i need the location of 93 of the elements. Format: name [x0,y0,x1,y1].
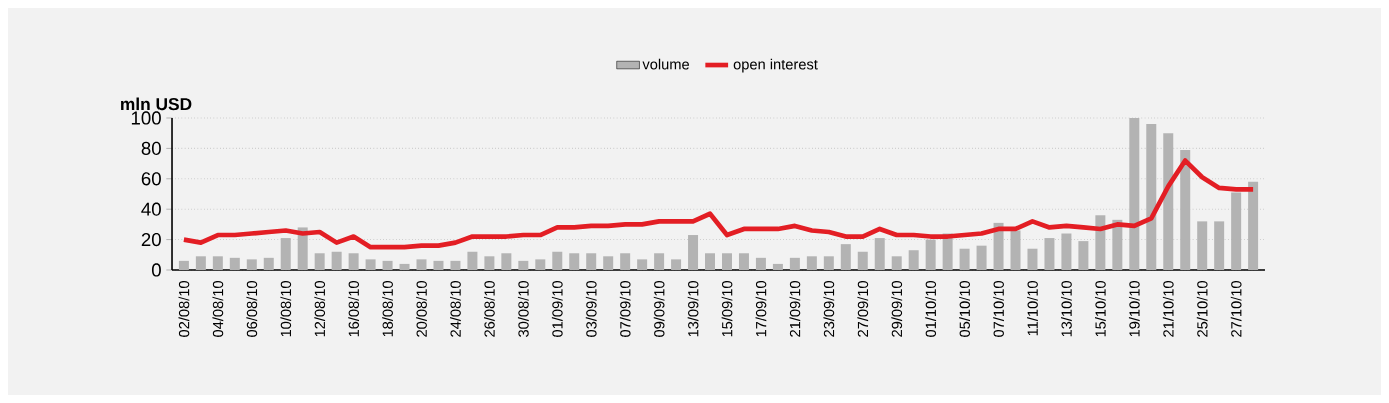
x-tick-label: 25/10/10 [1196,280,1208,337]
x-tick-label: 04/08/10 [212,280,224,337]
x-tick-label: 05/10/10 [959,280,970,337]
x-tick-label: 07/09/10 [619,280,631,337]
bar [738,253,749,270]
bar [450,260,461,270]
x-tick-label: 10/08/10 [280,280,292,337]
y-tick-label: 80 [141,141,161,156]
bar [365,259,376,270]
bar [772,263,783,270]
x-tick-label: 20/08/10 [416,280,427,337]
bar [501,253,512,270]
legend-label: open interest [733,58,818,73]
bar [1248,181,1259,270]
bar [688,235,699,270]
bar [229,257,240,270]
bar [705,253,716,270]
bar [246,259,257,270]
x-tick-label: 12/08/10 [314,280,326,337]
x-tick-label: 19/10/10 [1128,280,1140,337]
bar [755,257,766,270]
bar [823,256,834,270]
bar [1095,215,1106,270]
bar [976,245,987,270]
bar [518,260,529,270]
bar [212,256,223,270]
bar [382,260,393,270]
bar [874,238,885,270]
x-tick-label: 23/09/10 [823,280,835,337]
x-tick-label: 30/08/10 [517,280,529,337]
x-tick-label: 11/10/10 [1027,280,1038,336]
x-tick-label: 06/08/10 [246,280,258,337]
bar [416,259,427,270]
bar [552,251,563,270]
bar [637,259,648,270]
bar [314,253,325,270]
x-tick-label: 15/10/10 [1094,280,1106,337]
x-tick-label: 13/10/10 [1061,280,1072,337]
bar [671,259,682,270]
bar [1163,133,1174,270]
y-axis-title: mln USD [121,97,192,111]
x-tick-label: 15/09/10 [721,280,733,337]
x-tick-label: 02/08/10 [178,280,190,337]
bar [806,256,817,270]
bar [467,251,478,270]
bar [280,238,291,270]
bar [620,253,631,270]
bar [721,253,732,270]
bar [433,260,444,270]
x-tick-label: 17/09/10 [755,280,767,337]
x-tick-label: 24/08/10 [450,280,461,337]
bar [959,248,970,270]
x-tick-label: 21/10/10 [1162,280,1174,337]
bar [263,257,274,270]
y-tick-label: 0 [151,263,161,277]
bar [857,251,868,270]
bar [789,257,800,270]
x-tick-label: 29/09/10 [891,280,903,337]
y-tick-label: 40 [141,202,161,216]
bar [484,256,495,270]
x-tick-label: 07/10/10 [993,280,1004,337]
bar [1010,230,1021,270]
x-tick-label: 01/09/10 [551,280,563,337]
y-tick-label: 60 [141,172,161,186]
x-tick-label: 18/08/10 [382,280,393,337]
bar [348,253,359,270]
bar [535,259,546,270]
x-tick-label: 26/08/10 [484,280,495,337]
y-tick-label: 20 [141,232,161,247]
x-tick-label: 13/09/10 [687,280,699,337]
bar [603,256,614,270]
bar [331,251,342,270]
bar [1027,248,1038,270]
x-tick-label: 16/08/10 [348,280,359,337]
x-tick-label: 09/09/10 [653,280,665,337]
x-tick-label: 27/10/10 [1230,280,1242,337]
bar [178,260,189,270]
y-tick-label: 100 [131,111,161,125]
x-tick-label: 03/09/10 [585,280,597,337]
bar [840,244,851,270]
bar [586,253,597,270]
bar [1231,192,1242,270]
bar [1061,233,1072,270]
bar [399,263,410,270]
x-tick-label: 21/09/10 [789,280,801,337]
x-tick-label: 27/09/10 [857,280,869,337]
x-tick-label: 01/10/10 [925,280,937,337]
bar [891,256,902,270]
legend-label: volume [642,58,690,70]
bar [569,253,580,270]
bar [654,253,665,270]
bar [195,256,206,270]
bar [908,250,919,270]
